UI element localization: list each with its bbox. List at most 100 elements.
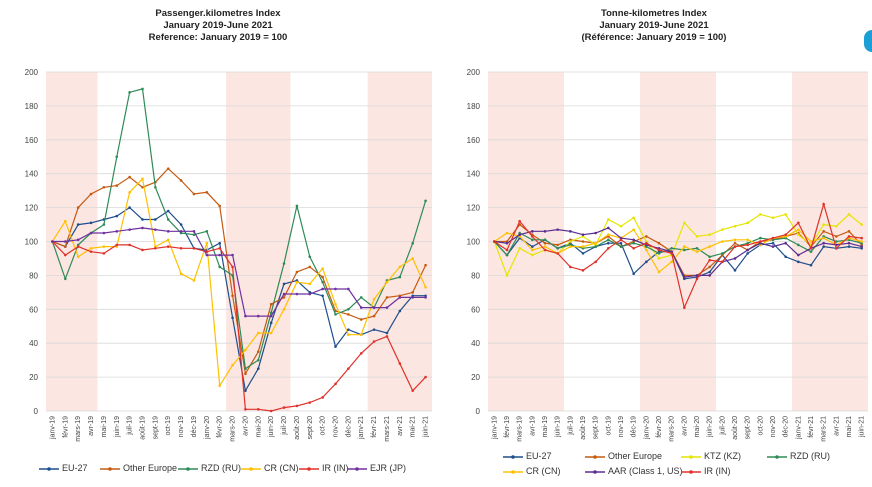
x-tick-label: juin-20: [707, 416, 714, 438]
y-tick-label: 20: [29, 373, 38, 382]
legend-label: EJR (JP): [370, 463, 406, 473]
data-point: [192, 192, 196, 196]
data-point: [424, 285, 427, 289]
data-point: [733, 224, 737, 228]
data-point: [179, 230, 183, 233]
data-point: [295, 292, 299, 296]
legend-item: CR (CN): [240, 463, 299, 474]
data-point: [141, 248, 144, 252]
data-point: [645, 248, 648, 252]
data-point: [64, 277, 67, 281]
data-point: [269, 314, 273, 318]
data-point: [556, 252, 559, 255]
data-point: [708, 233, 711, 237]
data-point: [115, 230, 119, 233]
y-tick-label: 140: [25, 170, 39, 179]
data-point: [607, 218, 610, 221]
x-tick-label: févr-19: [62, 416, 69, 438]
data-point: [657, 252, 661, 255]
y-tick-label: 180: [467, 102, 481, 111]
data-point: [385, 296, 389, 299]
data-point: [398, 265, 402, 269]
data-point: [860, 245, 863, 248]
data-point: [771, 241, 775, 245]
legend-label: EU-27: [62, 463, 88, 473]
x-tick-label: août-20: [294, 416, 301, 440]
x-tick-label: oct-19: [165, 416, 172, 436]
data-point: [411, 296, 415, 299]
data-point: [518, 246, 521, 250]
data-point: [154, 228, 157, 231]
x-tick-label: nov-20: [770, 416, 777, 438]
data-point: [76, 255, 80, 259]
data-point: [607, 233, 610, 237]
data-point: [295, 404, 299, 408]
x-tick-label: oct-19: [605, 416, 612, 436]
data-point: [809, 263, 813, 267]
data-point: [695, 274, 699, 277]
side-badge-icon: [864, 30, 872, 52]
series-line-rzd-ru-: [493, 232, 862, 258]
data-point: [733, 245, 737, 248]
y-tick-label: 80: [471, 271, 480, 280]
data-point: [670, 252, 673, 255]
data-point: [154, 246, 157, 250]
data-point: [385, 331, 389, 335]
series-line-ir-in-: [493, 202, 862, 310]
y-tick-label: 60: [471, 305, 480, 314]
data-point: [531, 238, 534, 242]
x-tick-label: sept-20: [307, 416, 314, 439]
series-line-aar-class-1-us-: [494, 227, 862, 278]
data-point: [619, 245, 623, 248]
data-point: [257, 350, 260, 353]
data-point: [771, 236, 775, 240]
y-tick-label: 40: [29, 339, 38, 348]
data-point: [102, 223, 106, 226]
x-tick-label: juin-20: [268, 416, 275, 438]
data-point: [797, 260, 800, 264]
data-point: [543, 245, 547, 248]
data-point: [822, 245, 825, 248]
data-point: [543, 238, 547, 242]
data-point: [179, 179, 183, 182]
legend-label: AAR (Class 1, US): [608, 466, 683, 476]
data-point: [708, 274, 711, 277]
data-point: [115, 184, 119, 187]
data-point: [218, 241, 221, 245]
x-tick-label: avr-19: [88, 416, 95, 436]
y-tick-label: 0: [476, 407, 481, 416]
data-point: [308, 265, 312, 269]
data-point: [746, 238, 749, 242]
x-tick-label: avr-19: [529, 416, 536, 436]
data-point: [581, 245, 585, 248]
data-point: [411, 241, 415, 245]
data-point: [269, 409, 273, 413]
data-point: [244, 314, 247, 318]
data-point: [505, 231, 509, 235]
data-point: [581, 269, 585, 272]
data-point: [347, 287, 350, 291]
data-point: [334, 287, 337, 291]
data-point: [518, 233, 521, 237]
data-point: [308, 292, 312, 296]
x-tick-label: juil-20: [719, 416, 726, 436]
y-tick-label: 140: [467, 170, 481, 179]
data-point: [581, 252, 585, 255]
data-point: [218, 265, 221, 269]
data-point: [218, 384, 221, 387]
y-tick-label: 20: [471, 373, 480, 382]
data-point: [607, 241, 610, 245]
x-tick-label: oct-20: [320, 416, 327, 436]
legend-item: EJR (JP): [346, 463, 406, 474]
data-point: [231, 316, 234, 320]
x-tick-label: janv-19: [49, 416, 56, 440]
x-tick-label: sept-20: [745, 416, 752, 439]
data-point: [128, 191, 131, 194]
data-point: [257, 358, 260, 362]
data-point: [166, 230, 170, 233]
data-point: [257, 331, 260, 335]
data-point: [771, 216, 775, 220]
data-point: [607, 226, 610, 230]
y-tick-label: 200: [25, 68, 39, 77]
data-point: [321, 280, 324, 284]
